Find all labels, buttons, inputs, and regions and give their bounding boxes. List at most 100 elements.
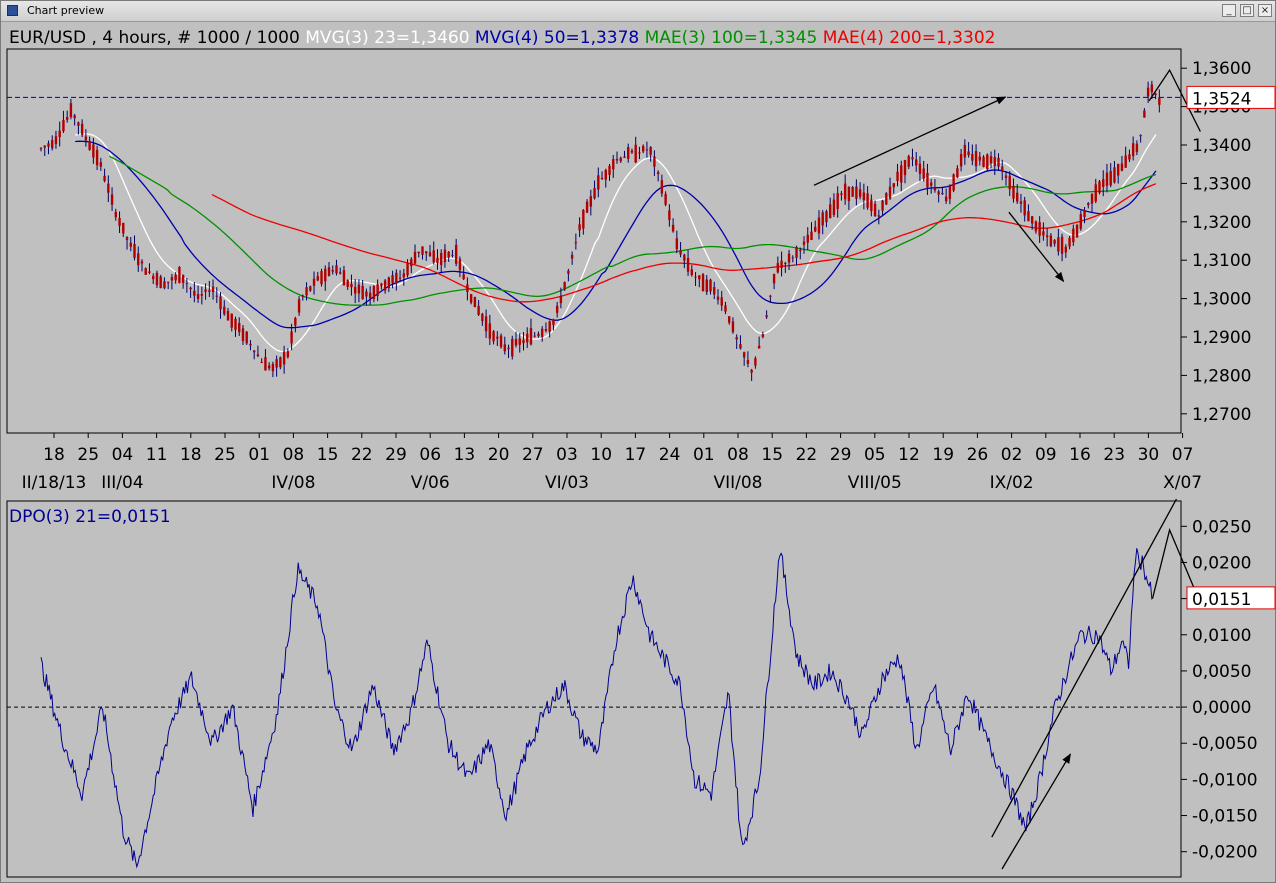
candle-body: [668, 210, 671, 220]
candle-body: [387, 277, 391, 289]
dpo-series-line: [40, 548, 1153, 869]
candle-body: [713, 287, 716, 295]
candle-body: [271, 363, 275, 372]
candle-body: [911, 157, 914, 160]
candle-body: [821, 212, 824, 226]
minimize-button[interactable]: _: [1222, 4, 1236, 17]
candle-body: [952, 174, 955, 191]
maximize-button[interactable]: □: [1240, 4, 1254, 17]
candle-body: [799, 250, 802, 252]
candle-body: [406, 263, 409, 276]
candle-body: [339, 272, 342, 274]
candle-body: [825, 211, 828, 223]
price-y-tick-label: 1,3300: [1192, 174, 1251, 194]
candle-body: [473, 296, 477, 308]
price-y-tick-label: 1,3000: [1192, 290, 1251, 310]
candle-body: [1049, 235, 1053, 247]
candle-body: [1158, 97, 1161, 105]
candle-body: [215, 295, 218, 297]
candle-body: [851, 187, 854, 197]
x-month-label: III/04: [101, 473, 143, 493]
candle-body: [653, 156, 656, 167]
candle-body: [103, 175, 106, 182]
candle-body: [1045, 235, 1049, 238]
candle-body: [275, 359, 278, 368]
candle-body: [1001, 166, 1004, 172]
candle-body: [552, 319, 555, 325]
candle-body: [843, 183, 847, 200]
candle-body: [548, 321, 551, 332]
candle-body: [140, 261, 144, 264]
candle-body: [971, 153, 974, 161]
candle-body: [533, 335, 536, 337]
candle-body: [185, 283, 189, 285]
candle-body: [862, 192, 866, 201]
candle-body: [1038, 222, 1041, 236]
price-y-tick-label: 1,3200: [1192, 213, 1251, 233]
candle-body: [724, 305, 727, 312]
candle-body: [993, 157, 996, 167]
candle-body: [196, 294, 200, 299]
legend-entry: MVG(4) 50=1,3378: [470, 28, 640, 48]
candle-body: [440, 252, 443, 265]
candle-body: [915, 159, 918, 166]
x-day-tick-label: 23: [1103, 445, 1125, 465]
x-day-tick-label: 17: [625, 445, 647, 465]
candle-body: [892, 183, 895, 188]
candle-body: [1075, 224, 1079, 238]
candle-body: [133, 244, 136, 258]
candle-body: [208, 290, 211, 292]
title-bar[interactable]: Chart preview _ □ ×: [1, 1, 1275, 22]
candle-body: [1064, 246, 1068, 253]
close-button[interactable]: ×: [1258, 4, 1272, 17]
candle-body: [189, 287, 192, 290]
candle-body: [585, 201, 589, 213]
candle-body: [163, 281, 166, 289]
dpo-trend-arrow: [1001, 753, 1071, 870]
candle-body: [249, 343, 252, 346]
candle-body: [671, 224, 675, 232]
candle-body: [421, 246, 424, 255]
candle-body: [728, 316, 731, 323]
candle-body: [656, 172, 660, 175]
candle-body: [365, 291, 368, 297]
candle-body: [907, 156, 910, 167]
candle-body: [675, 238, 679, 250]
candle-body: [350, 283, 353, 288]
candle-body: [454, 244, 458, 264]
candle-body: [746, 360, 750, 364]
x-day-tick-label: 07: [1172, 445, 1194, 465]
candle-body: [638, 152, 641, 154]
candle-body: [754, 358, 757, 366]
x-day-tick-label: 22: [796, 445, 818, 465]
candle-body: [664, 194, 667, 205]
candle-body: [95, 149, 99, 166]
candle-body: [122, 222, 125, 234]
candle-body: [200, 294, 204, 296]
x-day-tick-label: 08: [727, 445, 749, 465]
candle-body: [155, 272, 159, 286]
current-price-label: 1,3524: [1192, 89, 1251, 109]
candle-body: [963, 144, 967, 158]
candle-body: [555, 305, 559, 313]
candle-body: [99, 162, 103, 167]
x-day-tick-label: 16: [1069, 445, 1091, 465]
candle-body: [608, 165, 611, 175]
legend-entry: EUR/USD , 4 hours, # 1000 / 1000: [9, 28, 300, 48]
candle-body: [447, 251, 450, 258]
candle-body: [926, 172, 929, 188]
candle-body: [1057, 237, 1060, 252]
dpo-y-tick-label: 0,0000: [1192, 698, 1251, 718]
candle-body: [944, 196, 948, 202]
candle-body: [492, 331, 495, 342]
candle-body: [593, 188, 596, 199]
x-day-tick-label: 15: [761, 445, 783, 465]
candle-body: [65, 117, 69, 120]
candle-body: [1150, 84, 1154, 93]
candle-body: [372, 286, 376, 300]
candle-body: [544, 329, 548, 331]
candle-body: [267, 365, 271, 369]
candle-body: [47, 143, 50, 147]
candle-body: [615, 158, 619, 161]
candle-body: [597, 175, 600, 190]
